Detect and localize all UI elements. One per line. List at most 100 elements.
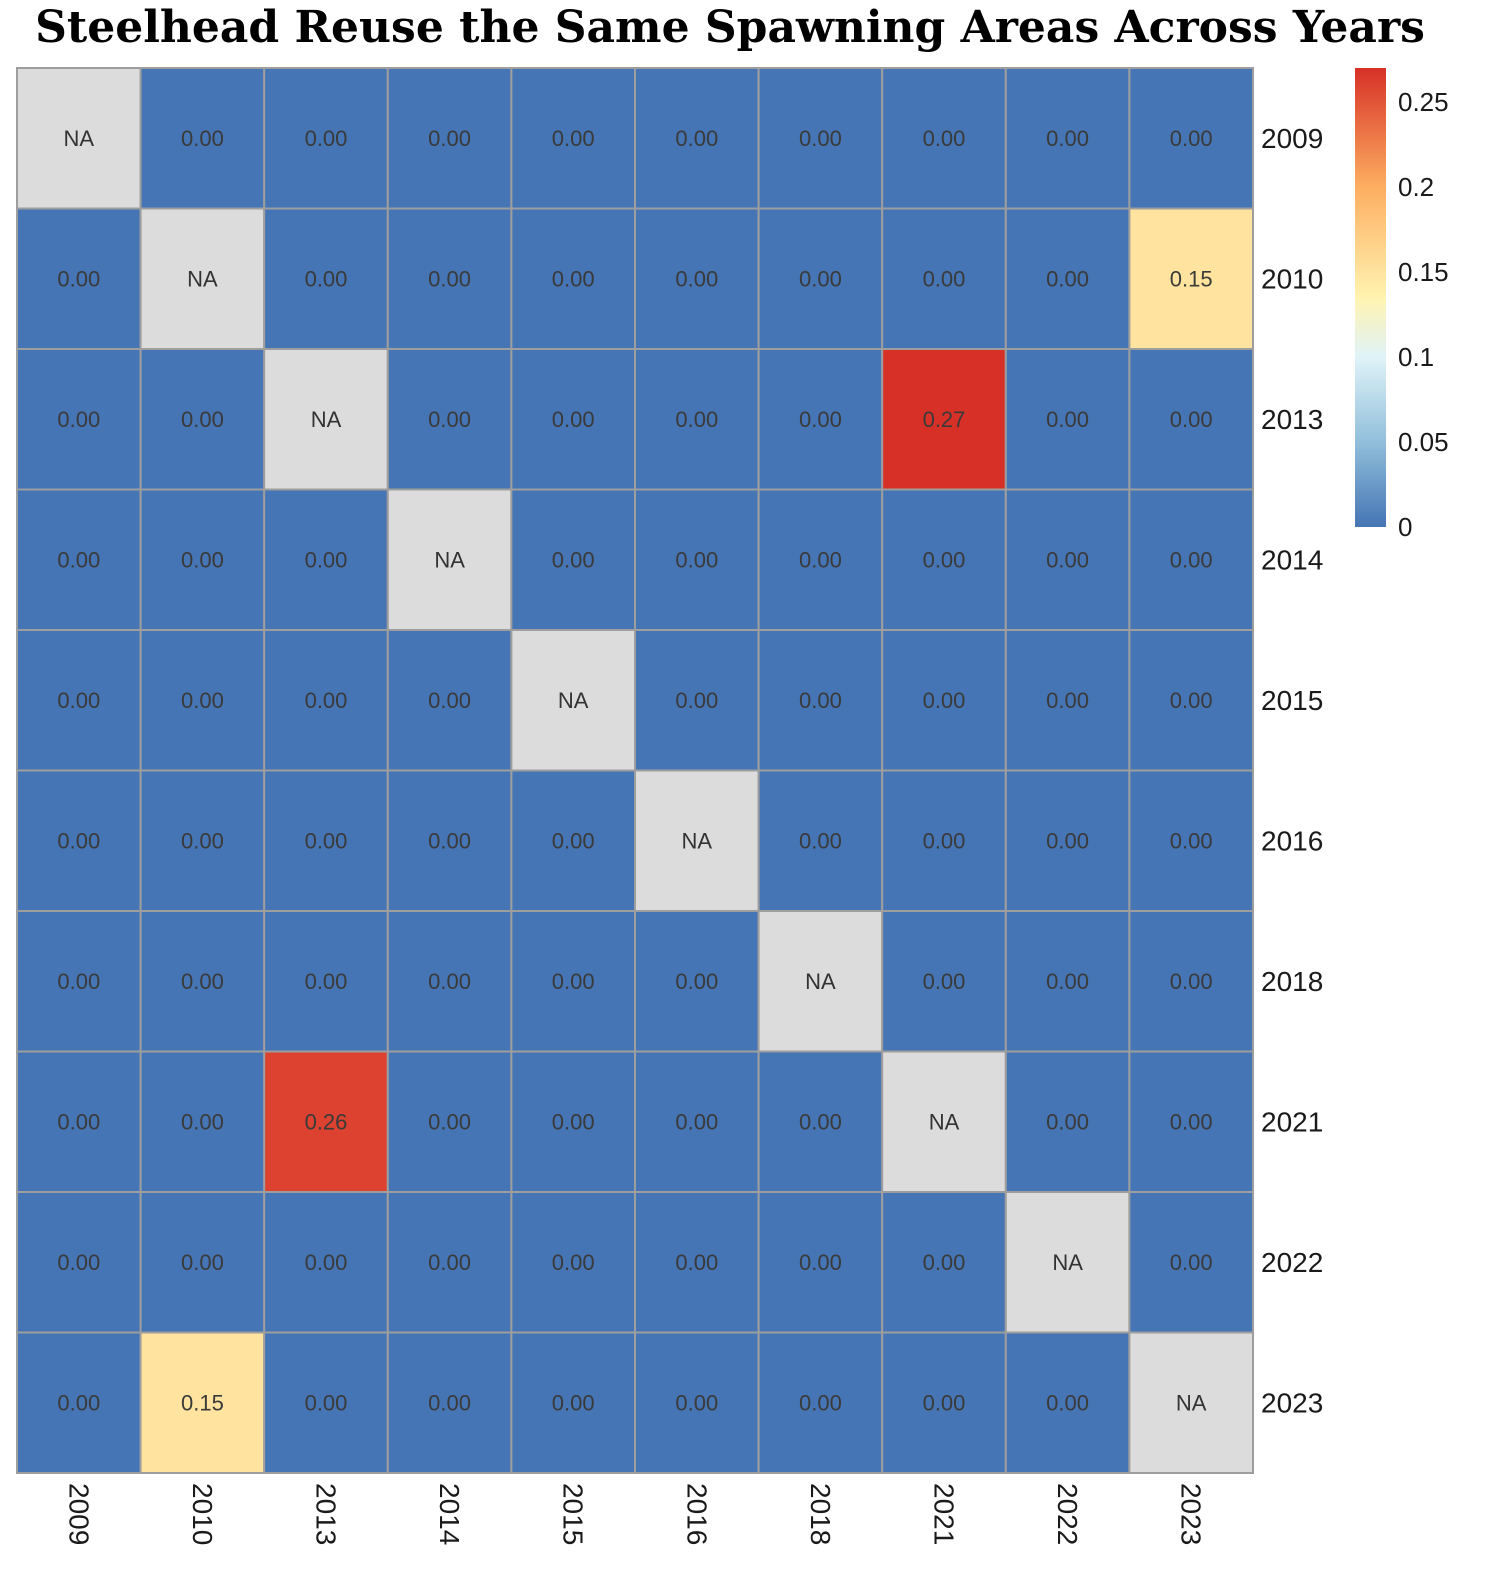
y-tick-label-2021: 2021 [1261, 1106, 1323, 1137]
cell-value-label-2023-2009: 0.00 [57, 1390, 100, 1415]
cell-value-label-2022-2016: 0.00 [675, 1250, 718, 1275]
cell-value-label-2010-2010: NA [187, 266, 218, 291]
cell-value-label-2009-2016: 0.00 [675, 126, 718, 151]
cell-value-label-2013-2009: 0.00 [57, 407, 100, 432]
cell-value-label-2023-2014: 0.00 [428, 1390, 471, 1415]
cell-value-label-2014-2014: NA [434, 547, 465, 572]
heatmap-cell-2010-2016 [634, 207, 760, 350]
heatmap-cell-2021-2018 [757, 1050, 884, 1193]
cell-value-label-2016-2018: 0.00 [799, 828, 842, 853]
heatmap-cell-2014-2021 [881, 488, 1007, 631]
heatmap-cell-2023-2010 [139, 1331, 266, 1474]
heatmap-cell-2014-2009 [16, 488, 142, 631]
legend-tick-label: 0.2 [1398, 172, 1434, 202]
cell-value-label-2014-2015: 0.00 [552, 547, 595, 572]
y-tick-label-2018: 2018 [1261, 966, 1323, 997]
cell-value-label-2009-2023: 0.00 [1170, 126, 1213, 151]
cell-value-label-2010-2014: 0.00 [428, 266, 471, 291]
cell-value-label-2010-2021: 0.00 [923, 266, 966, 291]
heatmap-cell-2023-2021 [881, 1331, 1007, 1474]
cell-value-label-2010-2023: 0.15 [1170, 266, 1213, 291]
heatmap-cell-2021-2013 [263, 1050, 389, 1193]
heatmap-cell-2014-2015 [510, 488, 636, 631]
cell-value-label-2015-2023: 0.00 [1170, 688, 1213, 713]
cell-value-label-2016-2022: 0.00 [1046, 828, 1089, 853]
heatmap-cell-2010-2021 [881, 207, 1007, 350]
heatmap-cell-2018-2022 [1004, 910, 1131, 1053]
heatmap-cell-2022-2010 [139, 1191, 266, 1334]
cell-value-label-2010-2015: 0.00 [552, 266, 595, 291]
cell-value-label-2014-2023: 0.00 [1170, 547, 1213, 572]
cell-value-label-2021-2021: NA [929, 1109, 960, 1134]
heatmap-cell-2016-2009 [16, 769, 142, 912]
cell-value-label-2014-2022: 0.00 [1046, 547, 1089, 572]
heatmap-cell-2018-2018 [757, 910, 884, 1053]
cell-value-label-2018-2023: 0.00 [1170, 969, 1213, 994]
x-tick-label-2022: 2022 [1052, 1483, 1083, 1545]
heatmap-cell-2023-2013 [263, 1331, 389, 1474]
x-tick-label-2016: 2016 [681, 1483, 712, 1545]
heatmap-cell-2016-2014 [386, 769, 513, 912]
cell-value-label-2018-2009: 0.00 [57, 969, 100, 994]
cell-value-label-2021-2009: 0.00 [57, 1109, 100, 1134]
x-tick-label-2014: 2014 [434, 1483, 465, 1545]
heatmap-cell-2015-2021 [881, 629, 1007, 772]
heatmap-cell-2018-2021 [881, 910, 1007, 1053]
x-tick-label-2018: 2018 [805, 1483, 836, 1545]
legend-tick-label: 0.1 [1398, 342, 1434, 372]
heatmap-cell-2010-2022 [1004, 207, 1131, 350]
cell-value-label-2023-2013: 0.00 [305, 1390, 348, 1415]
heatmap-cell-2016-2023 [1128, 769, 1255, 912]
legend-tick-label: 0 [1398, 512, 1412, 542]
heatmap-cell-2018-2015 [510, 910, 636, 1053]
x-tick-label-2023: 2023 [1176, 1483, 1207, 1545]
heatmap-cell-2009-2021 [881, 67, 1007, 210]
heatmap-cell-2021-2022 [1004, 1050, 1131, 1193]
cell-value-label-2015-2018: 0.00 [799, 688, 842, 713]
heatmap-cell-2023-2022 [1004, 1331, 1131, 1474]
x-tick-label-2013: 2013 [311, 1483, 342, 1545]
cell-value-label-2022-2010: 0.00 [181, 1250, 224, 1275]
cell-value-label-2013-2023: 0.00 [1170, 407, 1213, 432]
cell-value-label-2023-2018: 0.00 [799, 1390, 842, 1415]
cell-value-label-2018-2016: 0.00 [675, 969, 718, 994]
cell-value-label-2021-2014: 0.00 [428, 1109, 471, 1134]
heatmap-cell-2013-2010 [139, 348, 266, 491]
cell-value-label-2021-2013: 0.26 [305, 1109, 348, 1134]
cell-value-label-2013-2022: 0.00 [1046, 407, 1089, 432]
x-tick-label-2015: 2015 [558, 1483, 589, 1545]
heatmap-cell-2013-2013 [263, 348, 389, 491]
x-tick-label-2009: 2009 [63, 1483, 94, 1545]
heatmap-cell-2023-2023 [1128, 1331, 1255, 1474]
heatmap-cell-2022-2022 [1004, 1191, 1131, 1334]
cell-value-label-2018-2013: 0.00 [305, 969, 348, 994]
cell-value-label-2021-2015: 0.00 [552, 1109, 595, 1134]
plot-border [16, 67, 1254, 1474]
heatmap-cell-2013-2009 [16, 348, 142, 491]
chart-title: Steelhead Reuse the Same Spawning Areas … [35, 2, 1425, 53]
cell-value-label-2014-2016: 0.00 [675, 547, 718, 572]
y-axis-tick-labels: 2009 2010 2013 2014 2015 2016 2018 2021 2022 2023 [1261, 123, 1323, 1419]
heatmap-cell-2021-2021 [881, 1050, 1007, 1193]
heatmap-cell-2022-2018 [757, 1191, 884, 1334]
cell-value-label-2016-2009: 0.00 [57, 828, 100, 853]
cell-value-label-2010-2018: 0.00 [799, 266, 842, 291]
cell-value-label-2014-2018: 0.00 [799, 547, 842, 572]
heatmap-cell-2016-2015 [510, 769, 636, 912]
heatmap-cell-2009-2018 [757, 67, 884, 210]
cell-value-label-2015-2022: 0.00 [1046, 688, 1089, 713]
cell-value-label-2016-2014: 0.00 [428, 828, 471, 853]
heatmap-cell-2013-2016 [634, 348, 760, 491]
heatmap-cell-2013-2023 [1128, 348, 1255, 491]
cell-value-label-2015-2010: 0.00 [181, 688, 224, 713]
heatmap-cell-2014-2022 [1004, 488, 1131, 631]
y-tick-label-2022: 2022 [1261, 1247, 1323, 1278]
heatmap-cell-2016-2016 [634, 769, 760, 912]
cell-value-label-2014-2013: 0.00 [305, 547, 348, 572]
heatmap-cell-2009-2009 [16, 67, 142, 210]
heatmap-cell-2016-2010 [139, 769, 266, 912]
y-tick-label-2013: 2013 [1261, 404, 1323, 435]
cell-value-label-2010-2013: 0.00 [305, 266, 348, 291]
heatmap-cell-2021-2010 [139, 1050, 266, 1193]
cell-value-label-2010-2016: 0.00 [675, 266, 718, 291]
